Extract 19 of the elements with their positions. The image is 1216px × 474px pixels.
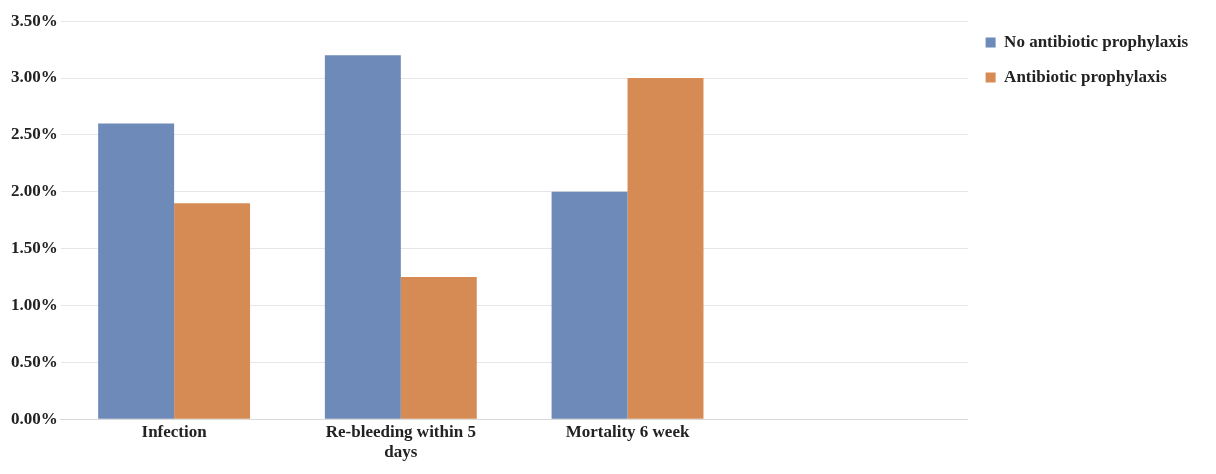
bar — [174, 203, 251, 419]
bar — [98, 123, 175, 419]
bar — [400, 277, 477, 419]
legend-label: No antibiotic prophylaxis — [1004, 31, 1189, 51]
x-tick-label: Infection — [141, 421, 208, 441]
bar — [324, 55, 401, 419]
bar — [627, 78, 704, 419]
y-tick-label: 0.00% — [11, 408, 58, 428]
x-tick-label: Re-bleeding within 5 days — [325, 421, 476, 462]
y-tick-label: 1.00% — [11, 294, 58, 314]
y-tick-label: 1.50% — [11, 238, 58, 258]
y-tick-label: 2.00% — [11, 181, 58, 201]
y-tick-label: 2.50% — [11, 124, 58, 144]
y-tick-label: 3.00% — [11, 67, 58, 87]
y-tick-label: 0.50% — [11, 351, 58, 371]
legend-label: Antibiotic prophylaxis — [1004, 66, 1168, 86]
x-tick-label: Mortality 6 week — [565, 421, 690, 441]
y-tick-label: 3.50% — [11, 10, 58, 30]
bar — [551, 191, 628, 419]
